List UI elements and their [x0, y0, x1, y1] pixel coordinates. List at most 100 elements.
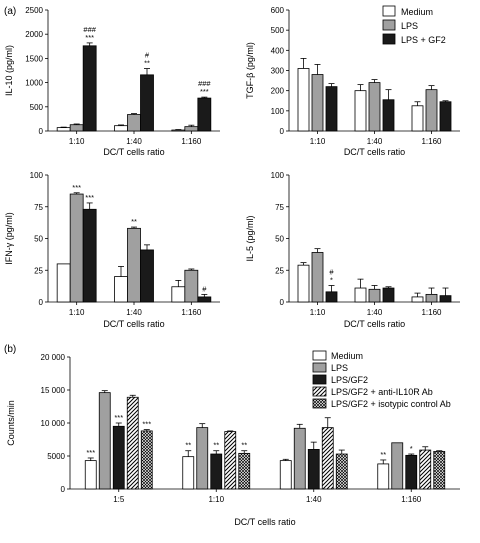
significance-label: *** [200, 87, 209, 96]
y-tick-label: 0 [39, 127, 44, 136]
legend-b: Medium LPS LPS/GF2 LPS/GF2 + anti-IL10R Ab L… [312, 350, 451, 409]
y-tick-label: 0 [39, 298, 44, 307]
bar [382, 287, 395, 303]
bar [368, 288, 381, 303]
bar [140, 74, 154, 132]
y-tick-label: 5000 [47, 452, 65, 461]
bar [411, 296, 424, 303]
x-tick-label: 1:40 [126, 308, 142, 317]
legend-b-label: LPS/GF2 + anti-IL10R Ab [331, 387, 433, 397]
bar [82, 45, 97, 132]
panel-label-b: (b) [4, 344, 16, 355]
y-axis-label: IL-10 (pg/ml) [4, 45, 14, 96]
y-axis-label: IFN-γ (pg/ml) [4, 212, 14, 265]
bar [126, 396, 139, 490]
x-tick-label: 1:10 [208, 495, 224, 504]
x-tick-label: 1:160 [421, 137, 442, 146]
bar [127, 227, 141, 303]
legend-b-label: LPS/GF2 + isotypic control Ab [331, 399, 451, 409]
bar [311, 252, 324, 303]
y-tick-label: 0 [280, 127, 285, 136]
bar [425, 293, 438, 303]
y-tick-label: 500 [30, 103, 44, 112]
bar [210, 453, 223, 490]
significance-label: *** [114, 413, 123, 422]
legend-b-label: LPS [331, 363, 348, 373]
y-tick-label: 75 [275, 203, 284, 212]
bar [425, 89, 438, 132]
legend-b-swatch [312, 362, 327, 373]
legend-b-swatch [312, 398, 327, 409]
bar [439, 295, 452, 303]
significance-label: *** [142, 420, 151, 429]
bar [184, 269, 199, 303]
bar [297, 68, 310, 132]
significance-label: *** [85, 33, 94, 42]
y-tick-label: 20 000 [41, 353, 66, 362]
y-tick-label: 500 [271, 26, 285, 35]
bar [224, 431, 237, 490]
y-tick-label: 25 [275, 266, 284, 275]
bar [114, 276, 128, 303]
chart-il5: 0 25 50 75 100 IL-5 (pg/ml) DC/T cells ratio 1:… [245, 171, 460, 329]
bar [354, 287, 367, 303]
chart-ifng: 0 25 50 75 100 IFN-γ (pg/ml) DC/T cells ratio 1… [4, 171, 220, 329]
bar [297, 264, 310, 303]
y-tick-label: 600 [271, 6, 285, 15]
x-tick-label: 1:160 [421, 308, 442, 317]
y-tick-label: 10 000 [41, 419, 66, 428]
bar [184, 126, 199, 132]
significance-label: ** [131, 217, 137, 226]
y-tick-label: 2500 [25, 6, 43, 15]
legend-b-label: LPS/GF2 [331, 375, 368, 385]
x-tick-label: 1:10 [69, 137, 85, 146]
legend-a-label: LPS + GF2 [401, 35, 446, 45]
y-tick-label: 0 [61, 485, 66, 494]
bar [325, 291, 338, 303]
significance-label: ### [83, 25, 96, 34]
bar [171, 129, 186, 132]
significance-label: ### [198, 79, 211, 88]
legend-b-swatch [312, 374, 327, 385]
bar [196, 427, 209, 490]
significance-label: # [202, 284, 207, 293]
bar [114, 125, 128, 132]
significance-label: ** [241, 441, 247, 450]
legend-a-swatch [382, 5, 396, 17]
significance-label: ** [144, 59, 150, 68]
bar [171, 286, 186, 303]
significance-label: ** [185, 441, 191, 450]
significance-label: *** [72, 183, 81, 192]
y-tick-label: 0 [280, 298, 285, 307]
legend-b-swatch [312, 386, 327, 397]
bar [279, 460, 292, 490]
bar [311, 74, 324, 132]
x-tick-label: 1:40 [367, 137, 383, 146]
y-tick-label: 100 [30, 171, 44, 180]
significance-label: ** [380, 450, 386, 459]
y-tick-label: 75 [34, 203, 43, 212]
bar [405, 454, 418, 490]
legend-a-label: Medium [401, 7, 433, 17]
y-tick-label: 400 [271, 46, 285, 55]
bar [112, 425, 125, 490]
bar [293, 427, 306, 490]
y-tick-label: 50 [275, 235, 284, 244]
x-axis-label: DC/T cells ratio [234, 517, 295, 527]
bar [433, 450, 446, 490]
x-tick-label: 1:160 [181, 308, 202, 317]
significance-label: *** [85, 193, 94, 202]
bar [439, 101, 452, 132]
y-axis-label: TGF-β (pg/ml) [245, 42, 255, 99]
y-axis-label: Counts/min [6, 400, 16, 446]
x-tick-label: 1:10 [310, 308, 326, 317]
bar [354, 90, 367, 132]
significance-label: * [330, 275, 333, 284]
chart-il10: 0 500 1000 1500 2000 2500 IL-10 (pg/ml) DC/T ce… [4, 6, 220, 157]
x-axis-label: DC/T cells ratio [344, 319, 405, 329]
y-tick-label: 2000 [25, 30, 43, 39]
y-tick-label: 100 [271, 171, 285, 180]
panel-label-a: (a) [4, 6, 16, 17]
y-tick-label: 15 000 [41, 386, 66, 395]
